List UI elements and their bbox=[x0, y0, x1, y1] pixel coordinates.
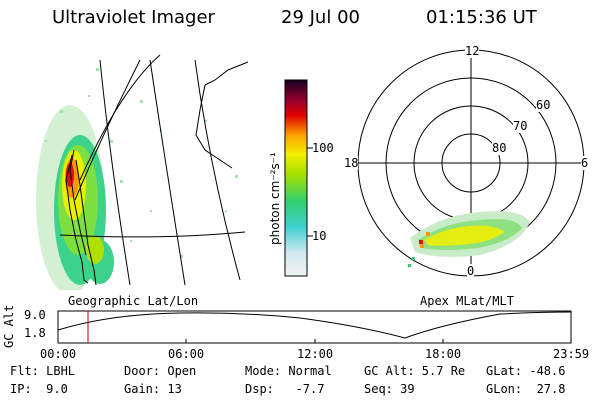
date-label: 29 Jul 00 bbox=[281, 7, 360, 28]
altitude-plot bbox=[57, 310, 572, 344]
altitude-xtick-0000: 00:00 bbox=[40, 347, 77, 361]
mlt-label-18: 18 bbox=[344, 156, 359, 170]
lat-label-70: 70 bbox=[513, 119, 528, 133]
lat-label-60: 60 bbox=[536, 98, 551, 112]
altitude-x-ticks bbox=[57, 339, 572, 343]
altitude-xtick-2359: 23:59 bbox=[553, 347, 590, 361]
coastline bbox=[65, 61, 249, 286]
info-filter: Flt: LBHL bbox=[10, 364, 76, 378]
altitude-xtick-1200: 12:00 bbox=[297, 347, 334, 361]
aurora-emission-right bbox=[408, 211, 530, 267]
left-map-caption: Geographic Lat/Lon bbox=[68, 294, 199, 308]
info-ip: IP: 9.0 bbox=[10, 382, 68, 396]
mlt-label-0: 0 bbox=[467, 264, 475, 278]
colorbar-unit-label: photon cm⁻²s⁻¹ bbox=[268, 152, 282, 245]
info-dsp: Dsp: -7.7 bbox=[245, 382, 325, 396]
colorbar-tick-100: 100 bbox=[312, 141, 334, 155]
lat-lon-grid bbox=[59, 54, 246, 286]
mlt-label-12: 12 bbox=[465, 44, 480, 58]
lat-label-80: 80 bbox=[492, 141, 507, 155]
right-map-caption: Apex MLat/MLT bbox=[420, 294, 514, 308]
info-glon: GLon: 27.8 bbox=[486, 382, 566, 396]
altitude-curve bbox=[57, 311, 572, 339]
colorbar-tick-10: 10 bbox=[312, 229, 327, 243]
info-seq: Seq: 39 bbox=[364, 382, 415, 396]
aurora-emission-left bbox=[36, 68, 238, 290]
altitude-xtick-1800: 18:00 bbox=[425, 347, 462, 361]
altitude-ytick-1.8: 1.8 bbox=[24, 326, 46, 340]
info-gc-alt: GC Alt: 5.7 Re bbox=[364, 364, 466, 378]
time-label: 01:15:36 UT bbox=[426, 7, 537, 28]
colorbar bbox=[284, 79, 313, 277]
info-glat: GLat: -48.6 bbox=[486, 364, 566, 378]
info-mode: Mode: Normal bbox=[245, 364, 332, 378]
geographic-map bbox=[36, 54, 249, 290]
altitude-ytick-9: 9.0 bbox=[24, 308, 46, 322]
altitude-ylabel: GC Alt bbox=[2, 304, 16, 348]
altitude-xtick-0600: 06:00 bbox=[168, 347, 205, 361]
mlt-label-6: 6 bbox=[581, 156, 589, 170]
info-door: Door: Open bbox=[124, 364, 197, 378]
instrument-title: Ultraviolet Imager bbox=[52, 7, 215, 28]
info-gain: Gain: 13 bbox=[124, 382, 182, 396]
